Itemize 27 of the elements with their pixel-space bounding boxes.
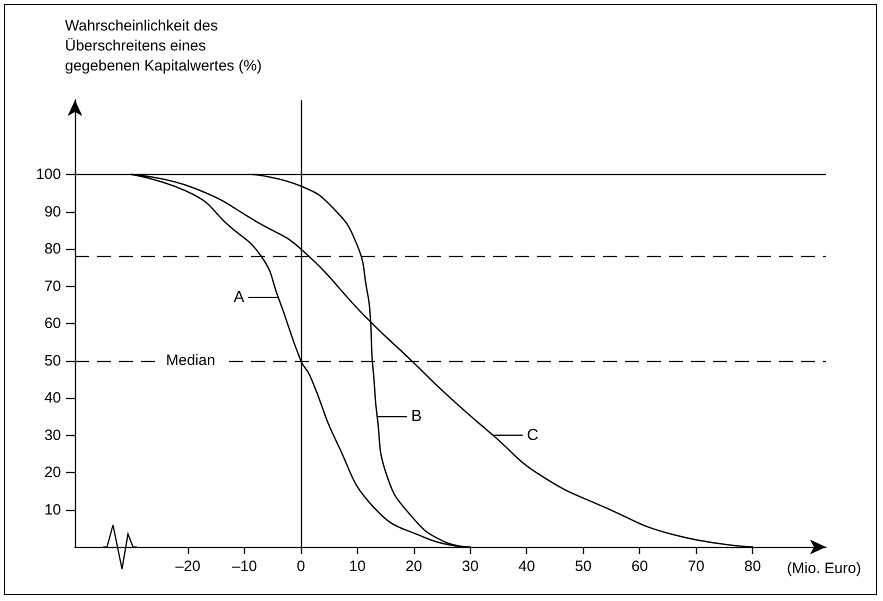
x-tick-label: 70: [688, 558, 704, 575]
x-tick-label: –10: [232, 558, 257, 575]
y-axis-title: Wahrscheinlichkeit des Überschreitens eines gegebenen Kapitalwertes (%): [65, 18, 262, 74]
x-tick-label: 20: [405, 558, 422, 575]
x-axis-title: (Mio. Euro): [786, 560, 862, 577]
ref-line-label: Median: [166, 352, 216, 369]
x-tick-label: –20: [175, 558, 200, 575]
y-tick-label: 60: [44, 315, 61, 332]
y-tick-label: 50: [44, 352, 61, 370]
x-tick-label: 60: [631, 558, 648, 575]
y-tick-label: 20: [44, 464, 61, 481]
x-tick-label: 40: [518, 558, 536, 575]
x-tick-label: 30: [462, 558, 479, 575]
annotation: B: [411, 408, 422, 426]
y-tick-label: 70: [44, 278, 61, 295]
y-tick-label: 10: [44, 501, 61, 518]
y-tick-label: 90: [44, 203, 61, 220]
x-tick-label: 80: [744, 558, 761, 575]
y-tick-label: 30: [44, 426, 61, 444]
annotation: C: [526, 426, 538, 444]
annotation: A: [234, 288, 245, 306]
y-tick-label: 40: [44, 390, 61, 406]
x-tick-label: 10: [348, 558, 366, 575]
y-tick-label: 80: [44, 240, 61, 258]
y-tick-label: 100: [36, 166, 61, 183]
x-tick-label: 50: [574, 558, 592, 575]
x-tick-label: 0: [296, 558, 306, 575]
